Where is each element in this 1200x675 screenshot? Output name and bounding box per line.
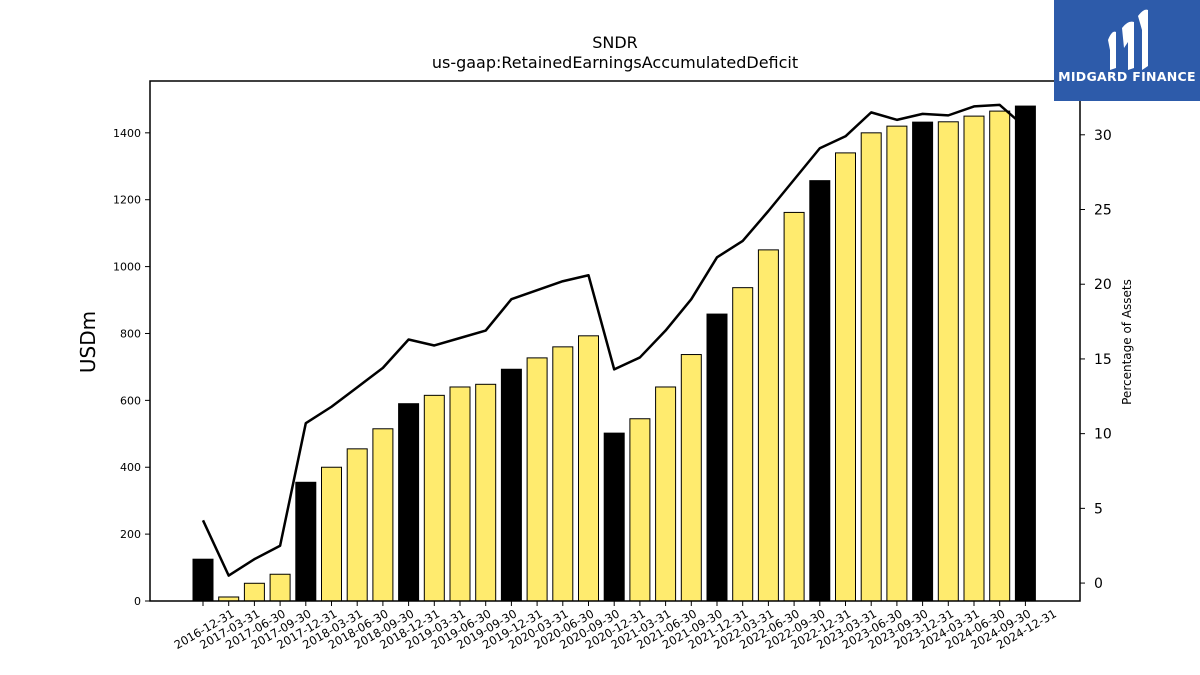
bar — [398, 403, 420, 602]
y2-tick-label: 0 — [1094, 576, 1103, 592]
y-tick-label: 1200 — [113, 194, 141, 207]
bar — [912, 121, 934, 602]
bar — [552, 346, 574, 602]
bar — [603, 432, 625, 602]
bar — [346, 448, 368, 602]
bar — [835, 152, 856, 602]
bar — [321, 466, 342, 602]
bar-series — [192, 105, 1036, 602]
bar — [243, 582, 265, 602]
plot-frame — [149, 80, 1081, 602]
y2-tick-label: 5 — [1094, 501, 1103, 517]
bar — [989, 110, 1011, 602]
bar — [269, 573, 291, 602]
y-tick-label: 0 — [134, 595, 141, 608]
y2-tick-label: 30 — [1094, 128, 1112, 144]
bar — [578, 335, 599, 602]
y-axis-right: 0 5 10 15 20 25 30 — [1080, 128, 1112, 592]
bar — [192, 558, 214, 602]
bar — [629, 418, 651, 602]
y2-tick-label: 10 — [1094, 427, 1112, 443]
bar — [475, 383, 497, 602]
bar — [860, 132, 882, 602]
bar — [372, 428, 394, 602]
bar — [423, 394, 445, 602]
y-axis-left: 0 200 400 600 800 1000 1200 1400 — [113, 127, 150, 608]
y-tick-label: 1000 — [113, 261, 141, 274]
bar — [886, 125, 908, 602]
logo-background — [1054, 0, 1200, 101]
bar — [295, 481, 317, 602]
y-tick-label: 1400 — [113, 127, 141, 140]
logo-text: MIDGARD FINANCE — [1058, 69, 1196, 84]
y2-axis-label: Percentage of Assets — [1120, 279, 1134, 405]
y2-tick-label: 15 — [1094, 352, 1112, 368]
y-tick-label: 800 — [120, 327, 141, 340]
bar — [680, 354, 702, 602]
bar — [963, 115, 985, 602]
y-tick-label: 600 — [120, 394, 141, 407]
bar — [783, 211, 805, 602]
chart-title: SNDR — [592, 33, 638, 52]
y-tick-label: 200 — [120, 528, 141, 541]
line-path — [201, 103, 1027, 577]
bar — [526, 357, 548, 602]
y-axis-label: USDm — [76, 311, 100, 373]
y-tick-label: 400 — [120, 461, 141, 474]
bar — [809, 180, 831, 602]
bar — [937, 121, 959, 602]
y2-tick-label: 25 — [1094, 203, 1112, 219]
bar — [706, 313, 728, 602]
bar — [732, 287, 754, 602]
x-axis: 2016-12-312017-03-312017-06-302017-09-30… — [172, 601, 1059, 652]
bar — [500, 368, 522, 602]
bar — [655, 386, 677, 602]
logo: MIDGARD FINANCE — [1054, 0, 1200, 101]
line-series — [201, 103, 1027, 577]
chart-subtitle: us-gaap:RetainedEarningsAccumulatedDefic… — [432, 53, 798, 72]
bar — [449, 386, 471, 602]
bar — [757, 249, 779, 602]
logo-mark-icon — [1108, 9, 1148, 71]
y2-tick-label: 20 — [1094, 277, 1112, 293]
bar — [1014, 105, 1036, 602]
